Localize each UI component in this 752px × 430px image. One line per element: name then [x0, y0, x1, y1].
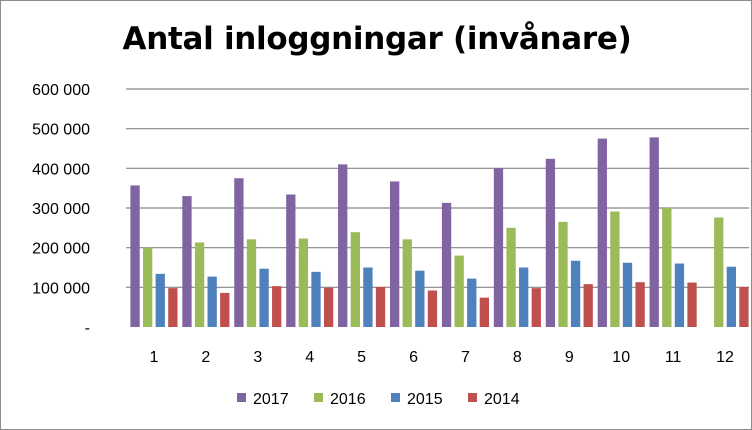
- bar-2016-7: [454, 255, 464, 327]
- x-tick-label: 2: [201, 349, 210, 366]
- y-tick-label: 600 000: [32, 82, 90, 99]
- bar-2017-6: [389, 181, 400, 327]
- bar-2014-2: [220, 292, 230, 327]
- bar-2016-2: [194, 242, 205, 327]
- bar-2016-11: [662, 208, 672, 327]
- bar-2015-3: [259, 268, 269, 327]
- y-tick-label: 400 000: [32, 161, 90, 178]
- bar-2015-12: [726, 266, 736, 327]
- y-tick-label: 200 000: [32, 241, 90, 258]
- bar-2017-8: [493, 168, 504, 327]
- x-tick-label: 8: [513, 349, 522, 366]
- bar-2014-9: [583, 284, 593, 327]
- legend-label-2016: 2016: [330, 391, 366, 408]
- bar-2015-10: [622, 262, 633, 327]
- bar-2014-4: [323, 287, 334, 327]
- legend-label-2017: 2017: [253, 391, 289, 408]
- y-tick-label: -: [85, 320, 90, 337]
- bar-2014-7: [479, 297, 490, 327]
- bar-2017-4: [286, 194, 296, 327]
- y-tick-label: 100 000: [32, 280, 90, 297]
- bar-2015-11: [674, 263, 685, 327]
- y-tick-label: 300 000: [32, 201, 90, 218]
- bar-2014-1: [168, 288, 178, 327]
- bar-2017-3: [234, 178, 244, 327]
- x-tick-label: 10: [612, 349, 630, 366]
- bar-2016-8: [506, 227, 516, 327]
- bar-2015-7: [467, 278, 477, 327]
- x-tick-label: 6: [409, 349, 418, 366]
- bar-2015-9: [570, 260, 581, 327]
- bar-2016-4: [298, 238, 309, 327]
- legend-swatch-2015: [391, 393, 400, 402]
- x-tick-label: 1: [150, 349, 159, 366]
- bar-2017-7: [441, 202, 452, 327]
- legend-swatch-2017: [237, 393, 246, 402]
- bar-2015-6: [415, 270, 425, 327]
- bar-2014-12: [739, 286, 749, 327]
- bar-2016-12: [714, 217, 724, 327]
- bar-2014-5: [375, 286, 386, 327]
- x-tick-label: 11: [665, 349, 682, 366]
- x-tick-label: 5: [357, 349, 366, 366]
- x-tick-label: 12: [716, 349, 734, 366]
- bar-2014-6: [427, 290, 438, 327]
- x-tick-label: 7: [461, 349, 470, 366]
- bar-2017-2: [182, 196, 192, 327]
- y-tick-label: 500 000: [32, 122, 90, 139]
- bar-2016-6: [402, 239, 412, 327]
- legend-label-2015: 2015: [407, 391, 443, 408]
- legend-label-2014: 2014: [484, 391, 520, 408]
- chart-title: Antal inloggningar (invånare): [122, 21, 632, 57]
- bar-2015-2: [207, 276, 217, 327]
- bar-2014-3: [272, 286, 282, 327]
- bar-2016-1: [143, 247, 153, 327]
- bar-2016-3: [246, 239, 257, 327]
- bar-2015-8: [519, 267, 529, 327]
- bar-2017-1: [130, 185, 140, 327]
- bar-2016-5: [350, 232, 360, 327]
- legend-swatch-2014: [468, 393, 477, 402]
- x-tick-label: 9: [565, 349, 574, 366]
- bar-2014-8: [531, 288, 541, 327]
- bar-2014-10: [635, 282, 645, 327]
- x-tick-label: 3: [253, 349, 262, 366]
- x-tick-label: 4: [305, 349, 314, 366]
- bar-2015-5: [363, 267, 373, 327]
- bar-2017-11: [649, 137, 659, 327]
- legend-swatch-2016: [314, 393, 323, 402]
- bar-2017-9: [545, 158, 556, 327]
- bar-2015-1: [155, 273, 165, 327]
- bar-2016-10: [610, 211, 620, 327]
- bar-2015-4: [311, 271, 321, 327]
- bar-2017-10: [597, 138, 607, 327]
- bar-2016-9: [558, 221, 568, 327]
- bar-2017-5: [338, 164, 348, 327]
- bar-2014-11: [687, 282, 697, 327]
